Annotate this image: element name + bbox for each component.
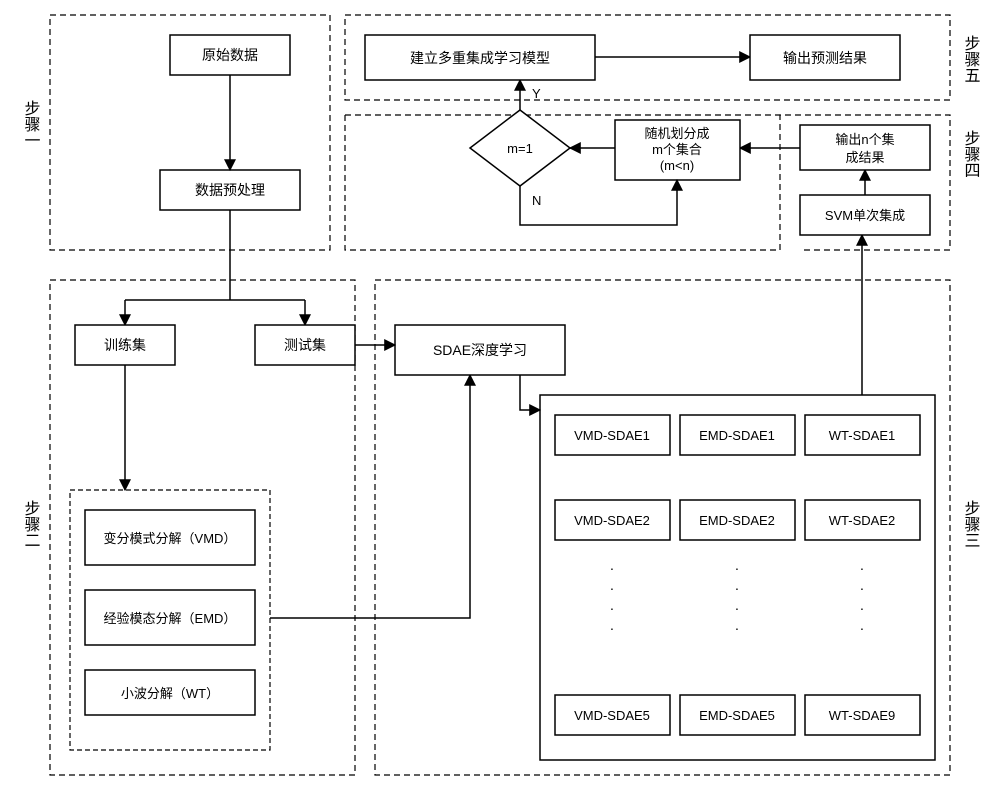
ellipsis-c2a: . [735, 557, 739, 573]
grid-r2c1-t: VMD-SDAE2 [574, 513, 650, 528]
sdae-text: SDAE深度学习 [433, 342, 527, 358]
svg-text:.: . [610, 577, 614, 593]
decision-text: m=1 [507, 141, 533, 156]
ellipsis-c1a: . [610, 557, 614, 573]
output-text: 输出预测结果 [783, 50, 867, 66]
svm-text: SVM单次集成 [825, 208, 905, 223]
wt-text: 小波分解（WT） [121, 686, 219, 701]
svg-text:.: . [735, 597, 739, 613]
emd-text: 经验模态分解（EMD） [104, 611, 237, 626]
raw-data-text: 原始数据 [202, 47, 258, 63]
grid-r1c1-t: VMD-SDAE1 [574, 428, 650, 443]
svg-text:.: . [735, 617, 739, 633]
grid-r3c3-t: WT-SDAE9 [829, 708, 895, 723]
step5-label: 步骤五 [962, 35, 981, 83]
outn-text-l1: 输出n个集 [835, 132, 894, 147]
model-text: 建立多重集成学习模型 [410, 50, 550, 66]
svg-text:.: . [610, 617, 614, 633]
svg-text:.: . [860, 597, 864, 613]
grid-r2c2-t: EMD-SDAE2 [699, 513, 775, 528]
y-label: Y [532, 86, 541, 101]
grid-r1c3-t: WT-SDAE1 [829, 428, 895, 443]
svg-text:.: . [610, 597, 614, 613]
svg-text:.: . [860, 617, 864, 633]
grid-r1c2-t: EMD-SDAE1 [699, 428, 775, 443]
split-l3: (m<n) [660, 158, 694, 173]
step4-label: 步骤四 [962, 130, 981, 178]
n-label: N [532, 193, 541, 208]
grid-r3c2-t: EMD-SDAE5 [699, 708, 775, 723]
svg-text:.: . [860, 577, 864, 593]
outn-text-l2: 成结果 [845, 150, 884, 165]
grid-r2c3-t: WT-SDAE2 [829, 513, 895, 528]
ellipsis-c3a: . [860, 557, 864, 573]
arrow-decomp-sdae [270, 375, 470, 618]
arrow-sdae-grid [520, 375, 540, 410]
step1-label: 步骤一 [22, 100, 41, 148]
arrow-decision-n [520, 180, 677, 225]
preprocess-text: 数据预处理 [195, 182, 265, 198]
grid-r3c1-t: VMD-SDAE5 [574, 708, 650, 723]
step2-label: 步骤二 [22, 500, 41, 548]
svg-text:.: . [735, 577, 739, 593]
split-l1: 随机划分成 [644, 126, 709, 141]
train-text: 训练集 [104, 337, 146, 353]
split-l2: m个集合 [652, 142, 702, 157]
step3-label: 步骤三 [962, 500, 981, 548]
test-text: 测试集 [284, 337, 326, 353]
vmd-text: 变分模式分解（VMD） [104, 531, 237, 546]
